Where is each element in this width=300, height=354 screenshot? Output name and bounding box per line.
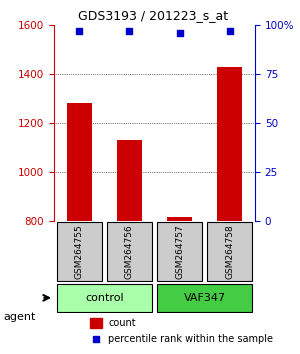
Text: GSM264755: GSM264755 (75, 224, 84, 279)
Bar (117, 140, 142, 221)
Text: GSM264758: GSM264758 (225, 224, 234, 279)
Text: count: count (108, 318, 136, 327)
Bar (167, 217, 192, 221)
FancyBboxPatch shape (56, 284, 152, 312)
FancyBboxPatch shape (157, 284, 253, 312)
Point (77, 28, 82, 34)
FancyBboxPatch shape (56, 222, 102, 281)
Bar (90, 318, 102, 329)
Text: VAF347: VAF347 (184, 293, 226, 303)
Point (177, 30, 182, 35)
Point (94, 337, 99, 342)
FancyBboxPatch shape (207, 222, 253, 281)
Text: GSM264757: GSM264757 (175, 224, 184, 279)
Point (127, 28, 132, 34)
FancyBboxPatch shape (107, 222, 152, 281)
Text: agent: agent (3, 312, 35, 322)
Point (227, 28, 232, 34)
FancyBboxPatch shape (157, 222, 202, 281)
Bar (67, 103, 92, 221)
Text: percentile rank within the sample: percentile rank within the sample (108, 335, 273, 344)
Text: GDS3193 / 201223_s_at: GDS3193 / 201223_s_at (78, 9, 228, 22)
Text: GSM264756: GSM264756 (125, 224, 134, 279)
Text: control: control (85, 293, 124, 303)
Bar (217, 67, 242, 221)
